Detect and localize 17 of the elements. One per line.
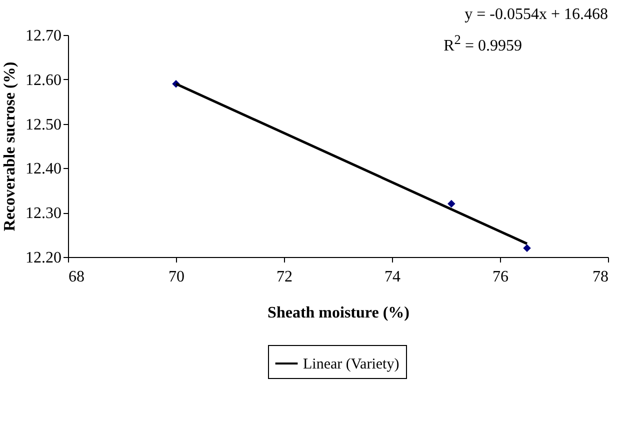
- y-tick-label: 12.20: [26, 250, 62, 266]
- y-tick-label: 12.70: [26, 28, 62, 44]
- y-tick-label: 12.60: [26, 72, 62, 89]
- annotation: R$^{2}$ = 0.9959: [444, 32, 522, 56]
- x-tick-label: 76: [492, 268, 508, 286]
- y-tick-label: 12.30: [26, 205, 62, 222]
- x-tick-label: 78: [592, 268, 608, 286]
- text: y = -0.0554x + 16.468: [464, 6, 608, 24]
- legend-label: Linear (Variety): [303, 356, 400, 372]
- y-axis-title: Recoverable sucrose (%): [2, 62, 18, 232]
- x-tick-label: 74: [384, 268, 400, 286]
- x-axis-title: Sheath moisture (%): [268, 304, 410, 322]
- x-tick-label: 70: [168, 268, 184, 286]
- y-tick-label: 12.50: [26, 116, 62, 134]
- y-tick-label: 12.40: [26, 160, 62, 178]
- x-tick-label: 68: [68, 268, 84, 286]
- x-tick-label: 72: [276, 268, 292, 286]
